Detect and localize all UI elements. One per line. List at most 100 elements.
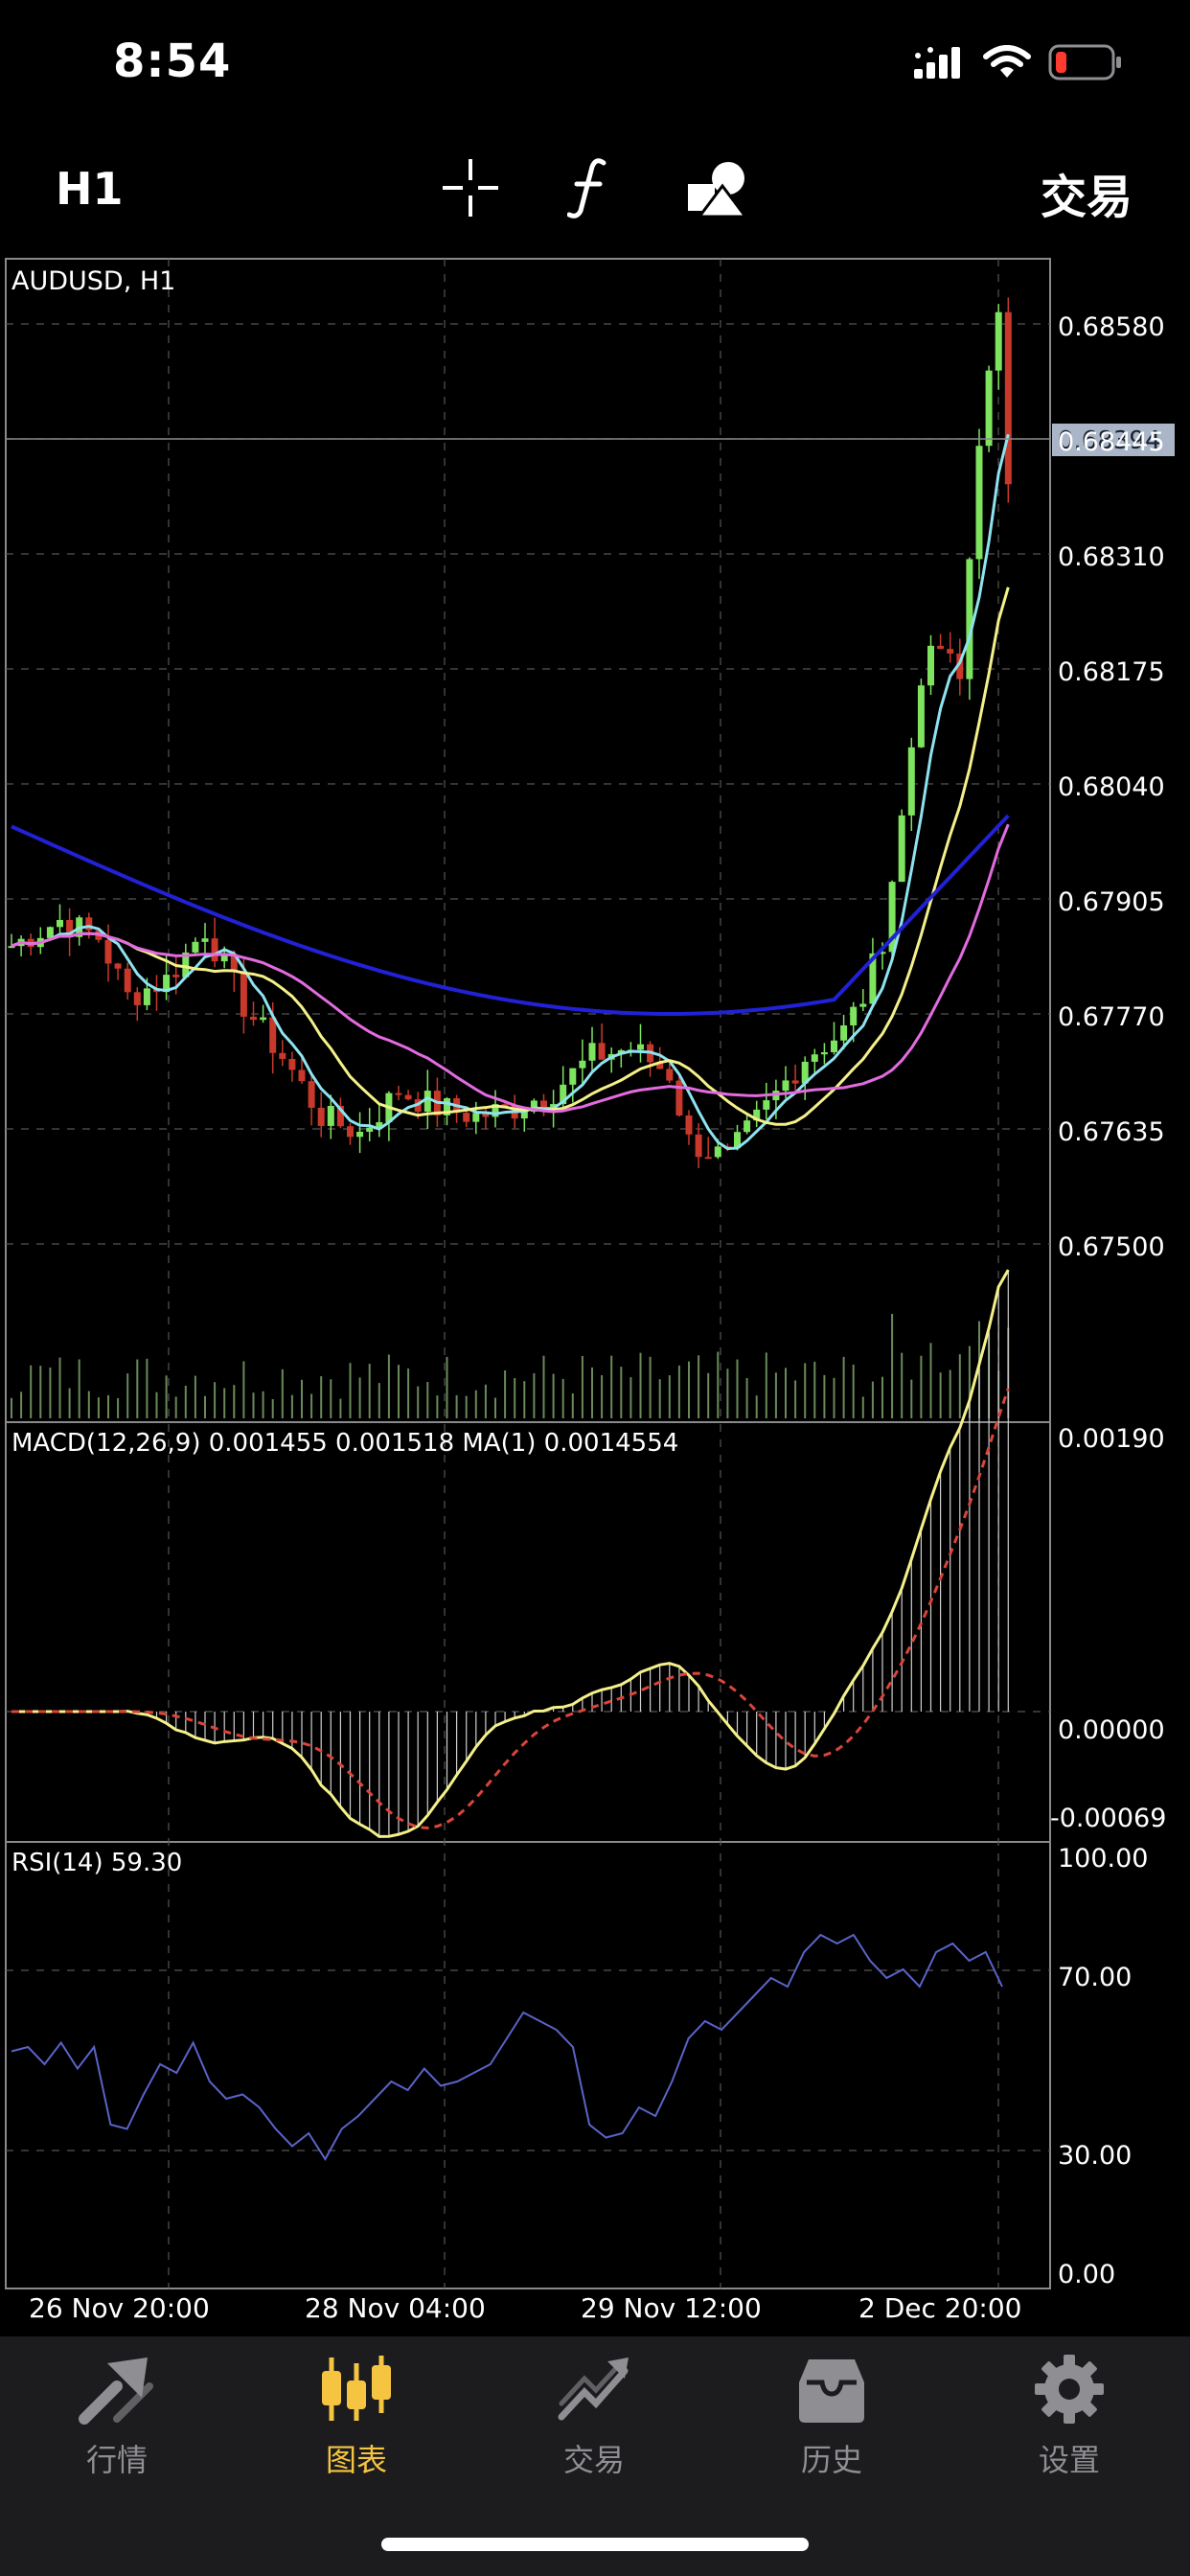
candle-body bbox=[675, 1080, 683, 1116]
candle-body bbox=[801, 1061, 809, 1084]
candle-body bbox=[869, 953, 877, 1004]
candle-body bbox=[840, 1024, 848, 1041]
candle-body bbox=[888, 882, 896, 953]
tab-bar bbox=[0, 2336, 1190, 2576]
candle-body bbox=[579, 1060, 586, 1069]
rsi-plot bbox=[11, 1933, 1003, 2161]
candle-body bbox=[46, 927, 54, 938]
candlesticks bbox=[8, 297, 1012, 1168]
candle-body bbox=[947, 649, 954, 654]
candle-body bbox=[279, 1052, 286, 1059]
status-bar: 8:54 bbox=[0, 0, 1190, 134]
candle-body bbox=[763, 1100, 770, 1110]
candle-body bbox=[444, 1098, 450, 1116]
candle-body bbox=[898, 815, 905, 883]
function-icon[interactable] bbox=[567, 155, 609, 220]
candle-body bbox=[907, 747, 915, 816]
candle-body bbox=[501, 1104, 509, 1107]
candle-body bbox=[347, 1126, 354, 1138]
candle-body bbox=[569, 1068, 577, 1085]
price-tick: 0.67905 bbox=[1058, 887, 1165, 917]
candle-body bbox=[240, 972, 247, 1017]
objects-icon[interactable] bbox=[686, 155, 749, 220]
macd-tick: 0.00190 bbox=[1058, 1424, 1165, 1454]
candle-body bbox=[482, 1113, 490, 1117]
rsi-label: RSI(14) 59.30 bbox=[11, 1849, 182, 1877]
ma-mid-line bbox=[11, 586, 1010, 1126]
candle-body bbox=[927, 645, 934, 686]
tab-chart[interactable]: 图表 bbox=[270, 2354, 443, 2480]
macd-line bbox=[11, 1269, 1010, 1838]
candle-body bbox=[220, 954, 228, 962]
time-tick: 28 Nov 04:00 bbox=[305, 2292, 486, 2324]
candle-body bbox=[753, 1109, 761, 1121]
price-chart[interactable]: 0.68394 AUDUSD, H1 MACD(12,26,9) 0.00145… bbox=[0, 255, 1190, 2334]
volume-bars bbox=[11, 1313, 1010, 1418]
candle-body bbox=[308, 1081, 315, 1108]
price-tick: 0.67770 bbox=[1058, 1002, 1165, 1032]
candle-body bbox=[172, 975, 180, 978]
candle-body bbox=[66, 920, 74, 937]
ma-long-line bbox=[11, 814, 1010, 1017]
quotes-icon bbox=[79, 2358, 153, 2425]
candle-body bbox=[1004, 311, 1012, 485]
rsi-pane-frame bbox=[5, 1841, 1051, 2289]
home-indicator bbox=[381, 2538, 809, 2551]
current-price-box bbox=[1052, 424, 1175, 456]
candle-body bbox=[269, 1017, 277, 1053]
macd-pane-frame bbox=[5, 1421, 1051, 1843]
history-icon bbox=[799, 2359, 864, 2423]
rsi-tick: 0.00 bbox=[1058, 2260, 1115, 2289]
timeframe-button[interactable]: H1 bbox=[56, 163, 124, 215]
tab-settings-label: 设置 bbox=[1038, 2442, 1100, 2478]
crosshair-icon[interactable] bbox=[441, 155, 500, 220]
price-tick: 0.67635 bbox=[1058, 1117, 1165, 1147]
candle-body bbox=[734, 1132, 741, 1148]
candle-body bbox=[182, 952, 190, 978]
price-tick: 0.67500 bbox=[1058, 1232, 1165, 1262]
status-icons bbox=[914, 44, 1123, 80]
candle-body bbox=[520, 1111, 528, 1119]
main-pane-frame bbox=[5, 258, 1051, 1423]
chart-area[interactable]: 0.68394 AUDUSD, H1 MACD(12,26,9) 0.00145… bbox=[0, 255, 1190, 2334]
time-tick: 29 Nov 12:00 bbox=[581, 2292, 762, 2324]
candle-body bbox=[163, 975, 171, 993]
candle-body bbox=[820, 1051, 828, 1055]
candle-body bbox=[560, 1084, 567, 1105]
tab-settings[interactable]: 设置 bbox=[983, 2354, 1156, 2480]
macd-plot bbox=[11, 1269, 1010, 1838]
tab-quotes-label: 行情 bbox=[85, 2442, 148, 2478]
time-tick: 26 Nov 20:00 bbox=[29, 2292, 210, 2324]
candle-body bbox=[714, 1146, 721, 1158]
price-tick: 0.68175 bbox=[1058, 657, 1165, 687]
tab-trade[interactable]: 交易 bbox=[508, 2354, 680, 2480]
candle-body bbox=[695, 1134, 702, 1158]
candle-body bbox=[366, 1127, 374, 1132]
price-tick: 0.68040 bbox=[1058, 772, 1165, 802]
candle-body bbox=[8, 946, 15, 949]
wifi-icon bbox=[983, 45, 1031, 78]
time-axis: 26 Nov 20:00 28 Nov 04:00 29 Nov 12:00 2… bbox=[29, 2292, 1022, 2324]
symbol-label: AUDUSD, H1 bbox=[11, 266, 175, 296]
candle-body bbox=[917, 685, 925, 748]
candle-body bbox=[685, 1115, 693, 1135]
tab-history[interactable]: 历史 bbox=[745, 2354, 918, 2480]
battery-icon bbox=[1048, 44, 1121, 80]
candle-body bbox=[937, 645, 945, 650]
rsi-tick: 30.00 bbox=[1058, 2141, 1132, 2171]
trade-button[interactable]: 交易 bbox=[1040, 171, 1133, 224]
time-tick: 2 Dec 20:00 bbox=[858, 2292, 1022, 2324]
price-tick: 0.68445 bbox=[1058, 427, 1165, 457]
candle-body bbox=[666, 1069, 674, 1081]
tab-chart-label: 图表 bbox=[325, 2442, 387, 2478]
candle-body bbox=[395, 1092, 402, 1095]
chart-icon bbox=[322, 2356, 391, 2421]
candle-body bbox=[472, 1113, 480, 1122]
candle-body bbox=[211, 938, 218, 962]
price-tick: 0.68310 bbox=[1058, 542, 1165, 572]
tab-quotes[interactable]: 行情 bbox=[31, 2354, 203, 2480]
price-tick: 0.68580 bbox=[1058, 312, 1165, 342]
current-price-label: 0.68394 bbox=[1058, 426, 1161, 455]
signal-icon bbox=[914, 47, 960, 79]
candle-body bbox=[192, 941, 199, 953]
